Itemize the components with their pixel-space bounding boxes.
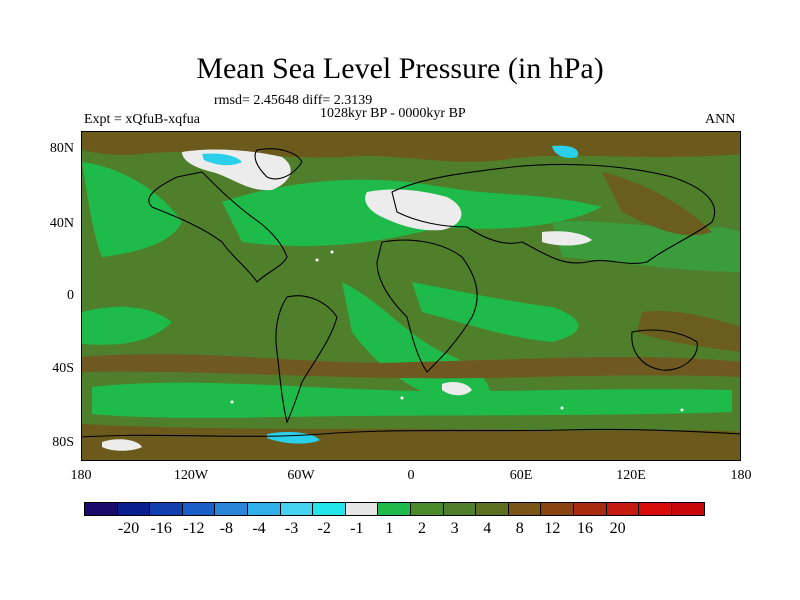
colorbar-tick-label: -8 [219, 520, 234, 537]
lat-label: 80N [49, 141, 74, 156]
green-band-south-pacific [82, 306, 172, 345]
lon-label: 0 [407, 468, 415, 483]
brown-east-asia [602, 172, 712, 236]
colorbar-tick-label: -2 [317, 520, 331, 537]
colorbar-swatch [639, 503, 672, 515]
cyan-arctic-russia [552, 145, 579, 158]
cyan-greenland [202, 153, 242, 166]
lat-label: 40N [49, 216, 74, 231]
colorbar-swatch [443, 503, 477, 515]
green-band-pacific-mid [552, 220, 740, 272]
colorbar-swatch [150, 503, 183, 515]
coast-africa [376, 239, 478, 373]
colorbar-tick-label: 1 [385, 520, 394, 537]
colorbar-tick-label: -12 [183, 520, 205, 537]
coast-antarctica [82, 428, 740, 438]
colorbar-swatch [247, 503, 281, 515]
colorbar-swatch [573, 503, 607, 515]
coast-australia [631, 329, 698, 371]
colorbar-tick-label: 20 [609, 520, 626, 537]
white-asia [542, 231, 592, 246]
season-label: ANN [705, 112, 736, 127]
coast-north-america [148, 171, 288, 283]
colorbar-tick-label: -1 [350, 520, 364, 537]
colorbar-swatch [508, 503, 542, 515]
experiment-label: Expt = xQfuB-xqfua [84, 112, 200, 127]
white-greenland [182, 149, 291, 191]
colorbar-tick-label: -20 [117, 520, 140, 537]
colorbar-swatch [606, 503, 640, 515]
speckles [230, 250, 684, 412]
colorbar-swatch [117, 503, 151, 515]
colorbar-tick-label: -4 [252, 520, 266, 537]
brown-australia [637, 311, 740, 352]
coast-greenland [254, 148, 303, 180]
brown-antarctic [82, 424, 740, 460]
lat-label: 80S [52, 435, 74, 450]
lat-label: 0 [67, 288, 74, 303]
colorbar-tick-label: 16 [577, 520, 593, 537]
green-band-southern [92, 382, 732, 418]
map-title: Mean Sea Level Pressure (in hPa) [196, 52, 604, 85]
coast-eurasia [391, 163, 715, 264]
green-band-pacific-west [82, 162, 182, 257]
brown-arctic [82, 132, 740, 162]
colorbar-tick-label: 12 [544, 520, 561, 537]
colorbar-swatch [280, 503, 314, 515]
white-antarctic-west [102, 439, 142, 451]
lon-label: 120E [616, 468, 646, 483]
colorbar-tick-label: -16 [150, 520, 172, 537]
brown-south-midlat [82, 354, 740, 379]
colorbar-swatch [345, 503, 379, 515]
colorbar-tick-label: 8 [515, 520, 524, 537]
period-label: 1028kyr BP - 0000kyr BP [320, 106, 466, 121]
lon-label: 180 [730, 468, 752, 483]
lon-label: 60E [509, 468, 533, 483]
colorbar-tick-label: -3 [284, 520, 299, 537]
green-band-indian [412, 282, 579, 342]
lon-label: 120W [173, 468, 209, 483]
colorbar-swatch [85, 503, 118, 515]
lat-label: 40S [52, 361, 74, 376]
colorbar-tick-label: 4 [483, 520, 492, 537]
coastlines [82, 148, 740, 438]
pressure-map [81, 131, 741, 461]
lon-label: 60W [287, 468, 315, 483]
colorbar-swatch [541, 503, 574, 515]
colorbar-tick-label: 2 [418, 520, 426, 537]
colorbar-swatch [410, 503, 444, 515]
white-south-atlantic [442, 382, 472, 396]
colorbar [84, 502, 706, 516]
colorbar-swatch [671, 503, 705, 515]
colorbar-swatch [378, 503, 411, 515]
colorbar-swatch [313, 503, 346, 515]
colorbar-swatch [476, 503, 509, 515]
white-europe [365, 189, 462, 231]
colorbar-swatch [182, 503, 216, 515]
lon-label: 180 [70, 468, 92, 483]
stats-label: rmsd= 2.45648 diff= 2.3139 [214, 93, 373, 108]
map-field [82, 132, 740, 460]
colorbar-swatch [215, 503, 248, 515]
colorbar-tick-label: 3 [450, 520, 459, 537]
coast-south-america [275, 295, 338, 424]
